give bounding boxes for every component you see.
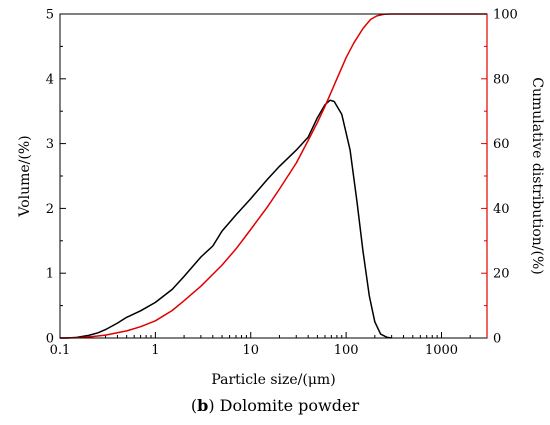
caption-label: b bbox=[197, 396, 209, 415]
left-y-tick-label: 4 bbox=[46, 72, 54, 87]
labels: 0.1 1 10 100 1000 0 1 2 3 4 5 0 20 40 60 80 100 bbox=[46, 8, 518, 359]
right-y-tick-label: 80 bbox=[493, 72, 510, 87]
x-tick-label: 100 bbox=[334, 343, 359, 358]
left-y-tick-label: 2 bbox=[46, 202, 54, 217]
plot-frame bbox=[59, 13, 488, 339]
x-tick-label: 1 bbox=[151, 343, 159, 358]
right-y-tick-label: 40 bbox=[493, 202, 510, 217]
left-y-axis-title: Volume/(%) bbox=[17, 135, 33, 217]
volume-line bbox=[60, 99, 392, 339]
figure-caption: (b) Dolomite powder bbox=[190, 396, 360, 415]
series-layer bbox=[59, 13, 487, 339]
x-axis-title: Particle size/(μm) bbox=[211, 372, 335, 388]
right-y-axis-title: Cumulative distribution/(%) bbox=[529, 77, 545, 274]
right-y-tick-label: 100 bbox=[493, 8, 518, 23]
right-y-tick-label: 0 bbox=[493, 332, 501, 347]
cumulative-distribution-line bbox=[59, 13, 487, 339]
right-y-tick-label: 60 bbox=[493, 137, 510, 152]
x-tick-label: 0.1 bbox=[50, 343, 71, 358]
x-tick-label: 10 bbox=[242, 343, 259, 358]
caption-text: Dolomite powder bbox=[219, 396, 360, 415]
x-tick-label: 1000 bbox=[425, 343, 458, 358]
left-y-tick-label: 0 bbox=[46, 332, 54, 347]
chart: 0.1 1 10 100 1000 0 1 2 3 4 5 0 20 40 60 80 100 Particle… bbox=[17, 8, 545, 389]
left-y-tick-label: 3 bbox=[46, 137, 54, 152]
right-y-tick-label: 20 bbox=[493, 267, 510, 282]
ticks bbox=[59, 13, 488, 339]
left-y-tick-label: 5 bbox=[46, 8, 54, 23]
left-y-tick-label: 1 bbox=[46, 267, 54, 282]
